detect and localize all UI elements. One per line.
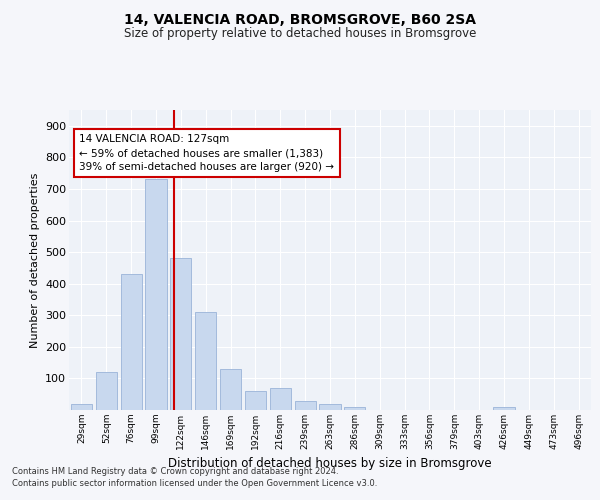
Bar [96,372,117,410]
Bar [71,404,92,410]
Bar [319,404,341,410]
Text: Size of property relative to detached houses in Bromsgrove: Size of property relative to detached ho… [124,28,476,40]
Bar [344,407,365,410]
Bar [245,391,266,410]
X-axis label: Distribution of detached houses by size in Bromsgrove: Distribution of detached houses by size … [168,458,492,470]
Bar [270,388,291,410]
Bar [493,407,515,410]
Bar [121,274,142,410]
Text: 14, VALENCIA ROAD, BROMSGROVE, B60 2SA: 14, VALENCIA ROAD, BROMSGROVE, B60 2SA [124,12,476,26]
Text: Contains HM Land Registry data © Crown copyright and database right 2024.: Contains HM Land Registry data © Crown c… [12,468,338,476]
Text: Contains public sector information licensed under the Open Government Licence v3: Contains public sector information licen… [12,479,377,488]
Bar [220,369,241,410]
Bar [295,400,316,410]
Y-axis label: Number of detached properties: Number of detached properties [29,172,40,348]
Bar [195,312,216,410]
Bar [170,258,191,410]
Bar [145,180,167,410]
Text: 14 VALENCIA ROAD: 127sqm
← 59% of detached houses are smaller (1,383)
39% of sem: 14 VALENCIA ROAD: 127sqm ← 59% of detach… [79,134,334,172]
